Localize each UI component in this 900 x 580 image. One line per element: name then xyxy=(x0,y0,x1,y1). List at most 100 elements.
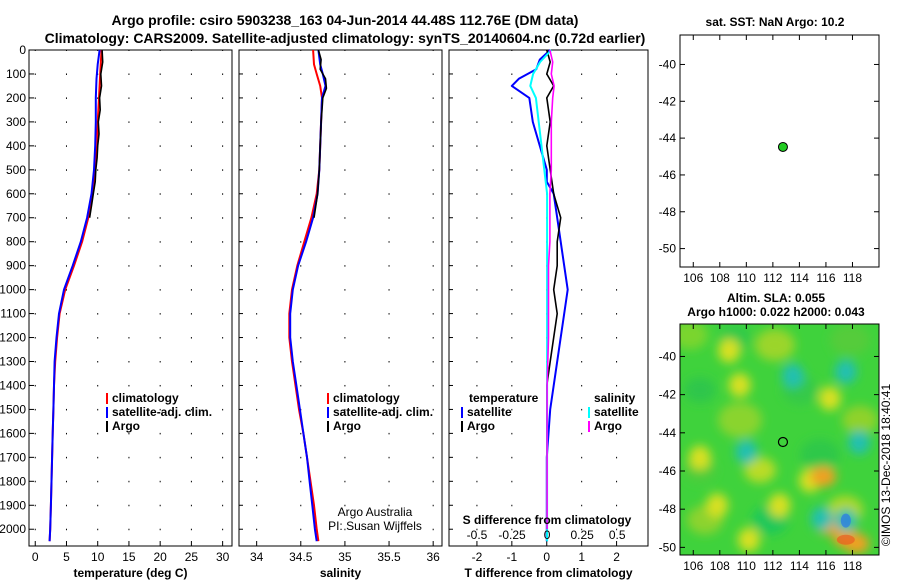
y-tick-label: -40 xyxy=(659,349,677,363)
y-tick-label: 0 xyxy=(19,43,26,57)
heatmap-cell xyxy=(830,324,870,356)
series-line-argo xyxy=(88,49,104,218)
x-tick-label: -1 xyxy=(507,550,518,564)
x-tick-label: 106 xyxy=(683,271,703,285)
legend-label: climatology xyxy=(112,391,179,405)
axes-frame xyxy=(238,49,443,547)
grid xyxy=(256,49,434,531)
heatmap-feature-orange xyxy=(810,466,837,487)
x-tick-label: 110 xyxy=(737,271,756,285)
axes-frame xyxy=(28,49,233,547)
secondary-tick-label: 0.5 xyxy=(609,528,626,542)
heatmap-cell xyxy=(680,324,708,350)
y-tick-label: -40 xyxy=(659,57,677,71)
series-line-satellite-adj-clim- xyxy=(48,49,101,542)
argo-location-marker xyxy=(777,141,788,152)
y-tick-label: 1800 xyxy=(0,474,26,488)
y-tick-label: -48 xyxy=(659,205,677,219)
y-tick-label: -42 xyxy=(659,388,677,402)
heatmap-cell xyxy=(755,329,795,361)
figure-title-line1: Argo profile: csiro 5903238_163 04-Jun-2… xyxy=(112,12,579,28)
y-tick-label: 700 xyxy=(6,211,26,225)
x-tick-label: 0 xyxy=(32,550,39,564)
x-tick-label: 112 xyxy=(763,271,782,285)
x-tick-label: 112 xyxy=(763,559,782,573)
heatmap-feature-cyan xyxy=(781,363,804,388)
y-tick-label: 1700 xyxy=(0,450,26,464)
y-tick-label: -50 xyxy=(659,540,677,554)
y-tick-label: 1100 xyxy=(0,307,26,321)
sla-map-title-line1: Altim. SLA: 0.055 xyxy=(727,291,825,305)
x-tick-label: 118 xyxy=(843,559,862,573)
sla-heatmap xyxy=(680,324,879,555)
y-tick-label: 300 xyxy=(6,115,26,129)
heatmap-cell xyxy=(684,377,716,403)
sla-map-title-line2: Argo h1000: 0.022 h2000: 0.043 xyxy=(687,305,865,319)
y-tick-label: -50 xyxy=(659,242,677,256)
heatmap-feature-yellow xyxy=(718,338,741,363)
heatmap-feature-cyan xyxy=(735,439,758,464)
footer-timestamp: ©IMOS 13-Dec-2018 18:40:41 xyxy=(879,384,893,547)
argo-location-marker xyxy=(777,436,789,448)
axes-frame xyxy=(679,323,880,556)
y-tick-label: -44 xyxy=(659,426,677,440)
legend-title-salinity: salinity xyxy=(594,391,636,405)
x-tick-label: 108 xyxy=(710,271,730,285)
x-tick-label: 34.5 xyxy=(289,550,313,564)
heatmap-feature-yellow xyxy=(818,386,841,411)
heatmap-feature-yellow xyxy=(706,493,729,518)
heatmap-feature-cyan xyxy=(810,506,833,531)
y-tick-label: -48 xyxy=(659,502,677,516)
series-line-s-argo xyxy=(546,49,555,530)
y-tick-label: 1500 xyxy=(0,402,26,416)
legend-label: Argo xyxy=(594,419,622,433)
x-axis-label: temperature (deg C) xyxy=(73,566,187,580)
series-line-argo xyxy=(313,49,328,218)
x-tick-label: 25 xyxy=(185,550,199,564)
heatmap-feature-blue xyxy=(840,513,851,528)
secondary-tick-label: 0 xyxy=(544,528,551,542)
series-line-climatology xyxy=(48,49,103,542)
x-tick-label: 0 xyxy=(543,550,550,564)
axes-frame xyxy=(448,49,649,547)
x-tick-label: 116 xyxy=(816,271,835,285)
heatmap-feature-cyan xyxy=(834,359,857,384)
heatmap-cell xyxy=(718,402,762,438)
legend-label: Argo xyxy=(333,419,361,433)
heatmap-feature-yellow xyxy=(737,527,760,552)
x-tick-label: 110 xyxy=(737,559,756,573)
y-tick-label: 400 xyxy=(6,139,26,153)
y-tick-label: 800 xyxy=(6,235,26,249)
x-tick-label: 1 xyxy=(578,550,585,564)
heatmap-feature-yellow xyxy=(728,373,751,398)
x-tick-label: 114 xyxy=(790,271,809,285)
y-tick-label: 1900 xyxy=(0,498,26,512)
legend-label: Argo xyxy=(112,419,140,433)
x-tick-label: 36 xyxy=(426,550,440,564)
legend-label: satellite-adj. clim. xyxy=(333,405,433,419)
temperature-profile-panel: 0 5 10 15 20 25 30 temperature (deg C) 0 100 200 30… xyxy=(0,43,233,580)
x-tick-label: 2 xyxy=(613,550,620,564)
x-tick-label: 35 xyxy=(338,550,352,564)
y-tick-label: 500 xyxy=(6,163,26,177)
y-tick-label: 1600 xyxy=(0,426,26,440)
sst-map-panel: sat. SST: NaN Argo: 10.2 106 108 110 112 114 1… xyxy=(659,15,880,285)
y-tick-label: -46 xyxy=(659,464,677,478)
secondary-axis-label: S difference from climatology xyxy=(463,513,632,527)
y-tick-label: -42 xyxy=(659,94,677,108)
heatmap-cell xyxy=(744,457,776,483)
heatmap-feature-yellow xyxy=(688,445,711,470)
y-tick-label: 600 xyxy=(6,187,26,201)
heatmap-feature-cyan xyxy=(848,430,871,455)
series-line-t-satellite xyxy=(510,49,569,542)
legend-label: satellite xyxy=(467,405,512,419)
x-tick-label: 114 xyxy=(790,559,809,573)
heatmap-cell xyxy=(800,439,840,471)
legend-label: satellite xyxy=(594,405,639,419)
secondary-tick-label: -0.25 xyxy=(498,528,526,542)
x-tick-label: 34 xyxy=(250,550,264,564)
x-tick-label: 10 xyxy=(91,550,105,564)
y-tick-label: 1000 xyxy=(0,283,26,297)
y-tick-label: 2000 xyxy=(0,522,26,536)
